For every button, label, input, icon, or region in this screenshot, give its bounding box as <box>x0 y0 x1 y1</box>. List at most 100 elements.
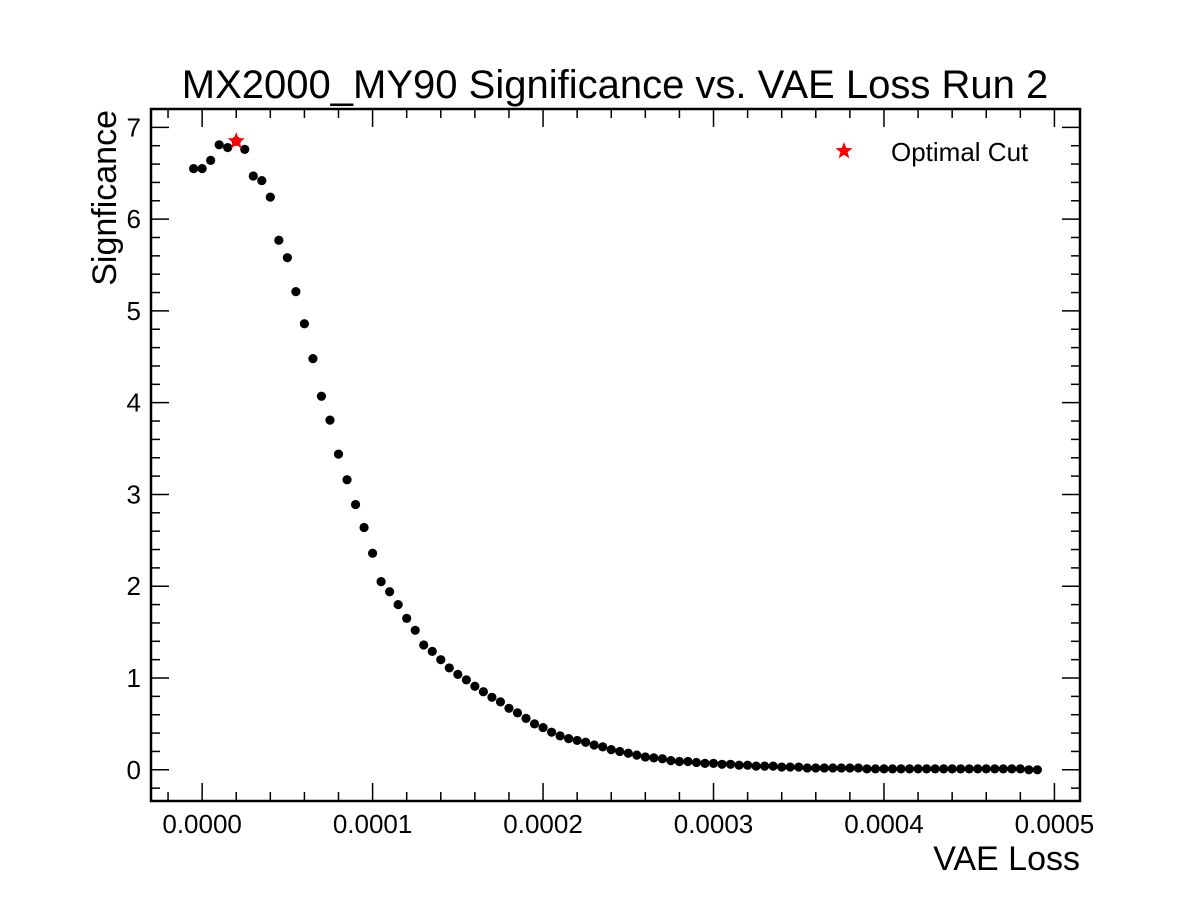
data-point <box>257 175 267 186</box>
data-point <box>640 752 650 762</box>
data-point <box>495 697 506 707</box>
data-point <box>615 746 625 757</box>
data-point <box>964 764 974 774</box>
data-point <box>248 171 258 181</box>
data-point <box>265 192 275 202</box>
x-tick-label: 0.0001 <box>333 809 413 839</box>
y-tick-label: 7 <box>127 112 141 142</box>
legend: Optimal Cut <box>835 137 1029 167</box>
x-tick-label: 0.0004 <box>844 809 924 839</box>
data-point <box>913 764 923 774</box>
data-point <box>274 235 284 245</box>
data-point <box>819 763 829 773</box>
data-point <box>1032 765 1042 775</box>
data-point <box>862 764 872 774</box>
data-point <box>768 761 778 771</box>
data-point <box>632 750 642 760</box>
data-point <box>708 758 719 768</box>
data-point <box>342 475 352 485</box>
axis-ticks <box>151 108 1080 801</box>
data-point <box>214 140 224 150</box>
y-tick-label: 0 <box>127 755 141 785</box>
data-point <box>896 764 906 774</box>
data-point <box>385 587 395 597</box>
data-point <box>836 763 846 773</box>
data-point <box>921 764 932 774</box>
data-point <box>598 742 608 752</box>
data-point <box>333 449 344 459</box>
x-tick-label: 0.0000 <box>162 809 242 839</box>
chart-title: MX2000_MY90 Significance vs. VAE Loss Ru… <box>182 63 1048 107</box>
tick-labels: 0.0000 0.0001 0.0002 0.0003 0.0004 0.0005 0 1 2 3… <box>127 112 1095 839</box>
data-point <box>785 762 795 772</box>
data-point <box>453 669 463 679</box>
data-point <box>700 758 710 768</box>
data-point <box>282 253 292 263</box>
data-point <box>316 391 327 401</box>
data-point <box>691 757 702 768</box>
y-axis-label: Signficance <box>86 110 124 286</box>
plot-frame <box>149 107 1082 803</box>
data-point <box>444 663 454 673</box>
data-point <box>623 748 633 758</box>
data-point <box>206 155 216 165</box>
data-point <box>606 745 616 755</box>
data-point <box>240 144 250 154</box>
data-point <box>973 764 983 774</box>
data-point <box>956 764 966 774</box>
data-point <box>845 763 855 773</box>
data-point <box>725 759 736 769</box>
data-point <box>879 764 889 774</box>
data-point <box>717 759 727 769</box>
data-point <box>521 713 531 724</box>
data-point <box>393 599 403 610</box>
data-point <box>504 703 514 713</box>
x-tick-label: 0.0002 <box>503 809 583 839</box>
data-point <box>981 764 991 774</box>
data-point <box>947 764 957 774</box>
data-point <box>419 640 429 650</box>
data-point <box>538 722 548 733</box>
data-point <box>223 142 233 153</box>
data-point <box>870 764 881 774</box>
data-point <box>666 756 676 766</box>
data-point <box>470 681 480 691</box>
legend-marker <box>835 142 853 159</box>
data-point <box>777 762 787 772</box>
data-point <box>367 548 378 558</box>
data-point <box>589 740 599 750</box>
data-point <box>930 764 940 774</box>
data-point <box>529 719 540 729</box>
data-point <box>674 756 685 767</box>
optimal-cut-point <box>227 132 245 149</box>
data-point <box>734 760 744 770</box>
data-point <box>478 687 488 697</box>
data-point <box>546 727 557 737</box>
data-point <box>853 763 864 773</box>
y-tick-label: 6 <box>127 204 141 234</box>
data-points <box>189 132 1042 775</box>
data-point <box>794 762 804 772</box>
data-point <box>291 287 301 297</box>
data-point <box>998 764 1008 774</box>
data-point <box>1024 765 1034 775</box>
data-point <box>427 646 437 657</box>
data-point <box>811 763 821 773</box>
data-point <box>760 761 770 771</box>
x-tick-label: 0.0003 <box>674 809 754 839</box>
data-point <box>657 754 667 764</box>
data-point <box>1007 764 1017 774</box>
data-point <box>990 764 1000 774</box>
data-point <box>197 164 207 174</box>
y-tick-label: 3 <box>127 479 141 509</box>
data-point <box>461 675 471 685</box>
data-point <box>402 613 412 623</box>
data-point <box>189 164 199 174</box>
data-point <box>359 522 369 533</box>
y-tick-label: 4 <box>127 388 141 418</box>
data-point <box>487 692 497 702</box>
data-point <box>410 625 420 635</box>
data-point <box>743 760 753 770</box>
y-tick-label: 5 <box>127 296 141 326</box>
